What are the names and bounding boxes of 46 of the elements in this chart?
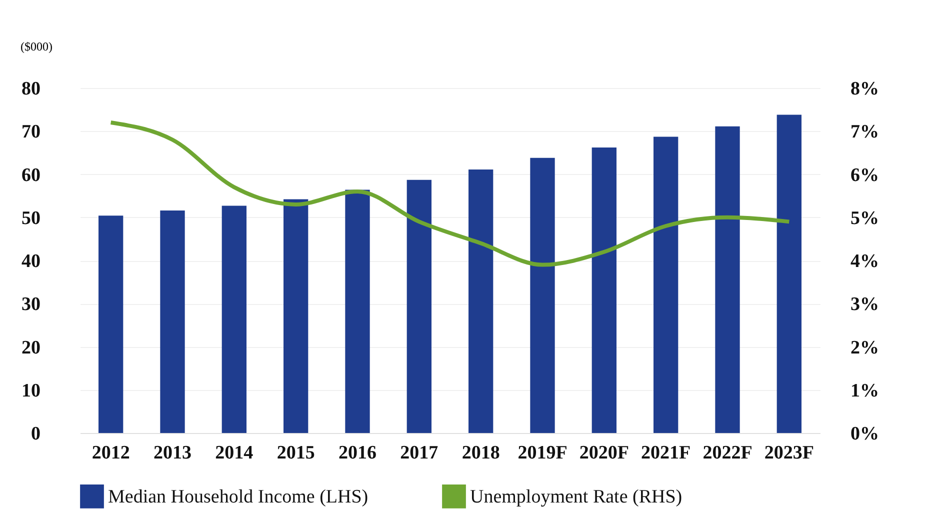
x-tick-label: 2018 [462, 442, 500, 464]
line-series [108, 120, 792, 267]
bar [284, 199, 308, 433]
bar [530, 158, 555, 433]
x-tick-label: 2022F [702, 442, 752, 464]
y2-tick-label: 8% [850, 78, 879, 100]
y-tick-label: 0 [31, 424, 40, 444]
y2-tick-label: 1% [850, 380, 879, 402]
x-tick-label: 2017 [400, 442, 439, 464]
y-tick-label: 10 [22, 380, 40, 402]
bar [468, 170, 494, 433]
legend-label: Median Household Income (LHS) [108, 486, 368, 508]
y2-tick-label: 7% [850, 122, 879, 143]
y-tick-label: 60 [22, 164, 40, 186]
y-tick-label: 20 [22, 337, 40, 358]
y-tick-label: 80 [22, 78, 40, 100]
bar [776, 114, 802, 433]
bar [406, 180, 432, 433]
x-tick-label: 2015 [276, 442, 315, 464]
bar [160, 210, 185, 433]
x-tick-label: 2021F [641, 442, 691, 464]
bar [98, 216, 124, 433]
y2-tick-label: 4% [850, 251, 879, 272]
y-tick-label: 40 [22, 251, 40, 272]
y-tick-label: 50 [22, 208, 40, 229]
x-tick-label: 2014 [215, 442, 254, 464]
x-tick-label: 2013 [154, 442, 192, 464]
x-tick-label: 2023F [764, 442, 814, 464]
y-axis-title: ($000) [20, 40, 52, 54]
y-tick-label: 70 [22, 122, 40, 143]
bar [715, 126, 740, 433]
x-tick-label: 2019F [518, 442, 568, 464]
y2-tick-label: 0% [850, 424, 879, 444]
bar [592, 148, 616, 433]
y2-tick-label: 5% [850, 208, 879, 229]
y2-tick-label: 2% [850, 337, 879, 358]
bar [654, 136, 678, 433]
bar [222, 206, 246, 433]
bar [345, 190, 370, 433]
y2-tick-label: 3% [850, 294, 879, 316]
x-tick-label: 2020F [579, 442, 629, 464]
y-tick-label: 30 [22, 294, 40, 316]
legend-label: Unemployment Rate (RHS) [470, 486, 682, 508]
x-tick-label: 2016 [338, 442, 376, 464]
y2-tick-label: 6% [850, 164, 879, 186]
x-tick-label: 2012 [92, 442, 130, 464]
